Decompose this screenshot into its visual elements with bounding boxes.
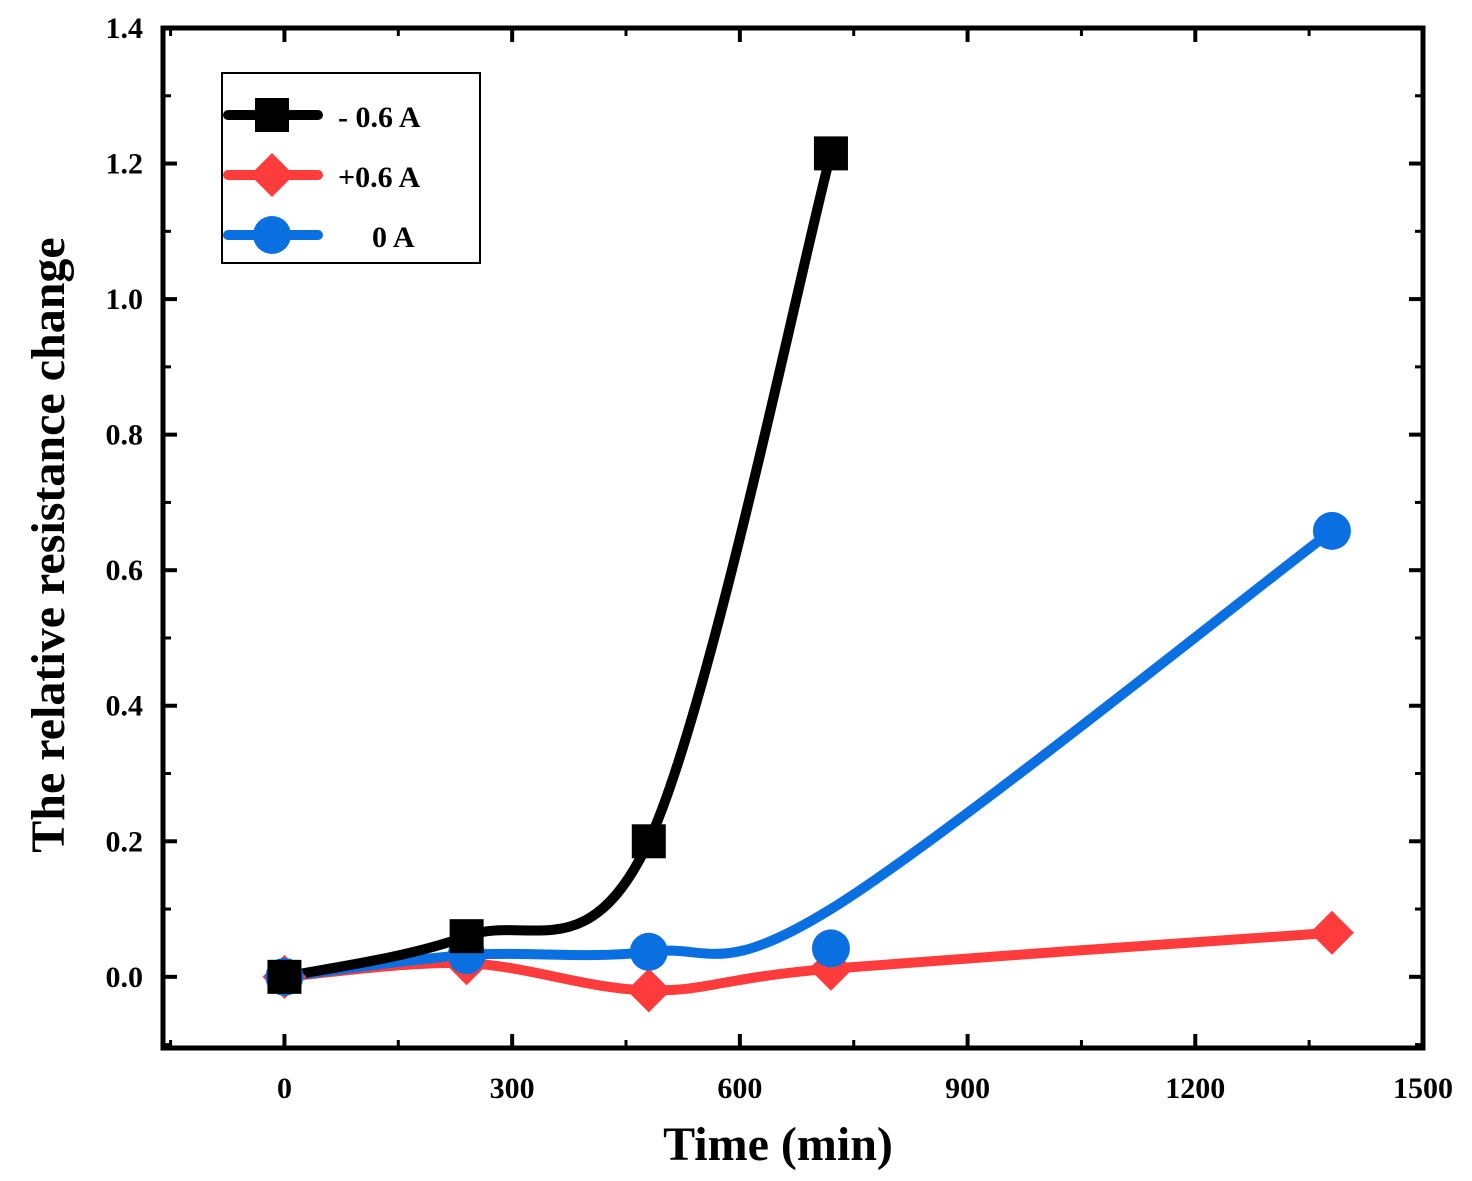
data-point-0	[267, 959, 302, 994]
y-tick-label: 1.4	[106, 12, 144, 45]
plot-frame	[160, 25, 1426, 1051]
data-point-1	[626, 968, 671, 1013]
legend-label: +0.6 A	[338, 161, 420, 194]
y-axis-title: The relative resistance change	[22, 237, 75, 852]
data-point-2	[629, 932, 668, 971]
legend-label: 0 A	[372, 221, 415, 254]
legend: - 0.6 A +0.6 A 0 A	[221, 72, 481, 264]
y-tick-label: 1.2	[106, 148, 144, 181]
x-tick-label: 0	[277, 1072, 292, 1105]
data-point-2	[1312, 511, 1351, 550]
legend-marker	[253, 216, 291, 254]
y-tick-label: 1.0	[106, 283, 144, 316]
series-line-2	[279, 525, 1337, 982]
x-axis-title: Time (min)	[663, 1118, 893, 1171]
x-tick-label: 1200	[1165, 1072, 1225, 1105]
data-point-1	[1309, 910, 1354, 955]
data-point-0	[813, 136, 848, 171]
data-point-0	[631, 824, 666, 859]
y-tick-label: 0.8	[106, 419, 144, 452]
data-point-2	[811, 929, 850, 968]
data-point-0	[449, 919, 484, 954]
y-tick-label: 0.2	[106, 825, 144, 858]
legend-marker	[250, 153, 294, 197]
x-tick-label: 600	[717, 1072, 762, 1105]
series-markers	[262, 136, 1354, 1013]
x-tick-label: 1500	[1393, 1072, 1453, 1105]
y-tick-label: 0.4	[106, 690, 144, 723]
legend-marker	[255, 98, 289, 132]
y-tick-label: 0.6	[106, 554, 144, 587]
series-line-0	[279, 148, 836, 982]
y-tick-label: 0.0	[106, 961, 144, 994]
y-axis: 0.0 0.2 0.4 0.6 0.8 1.0 1.2 1.4	[106, 12, 1423, 1047]
legend-label: - 0.6 A	[338, 101, 421, 134]
x-tick-label: 300	[490, 1072, 535, 1105]
series-lines	[279, 148, 1337, 996]
x-tick-label: 900	[945, 1072, 990, 1105]
